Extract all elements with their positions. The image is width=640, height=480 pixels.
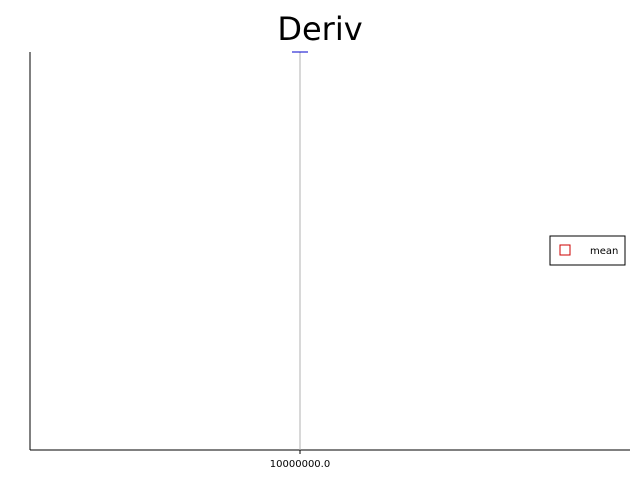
x-ticks-layer: 10000000.0 xyxy=(270,450,330,470)
bars-layer xyxy=(292,51,308,450)
chart-title: Deriv xyxy=(277,10,362,48)
plot-area xyxy=(29,52,630,451)
x-tick-label: 10000000.0 xyxy=(270,459,330,470)
legend-box xyxy=(549,235,626,266)
legend-marker xyxy=(559,244,571,256)
legend-label: mean xyxy=(590,246,618,257)
legend: mean xyxy=(549,235,626,266)
